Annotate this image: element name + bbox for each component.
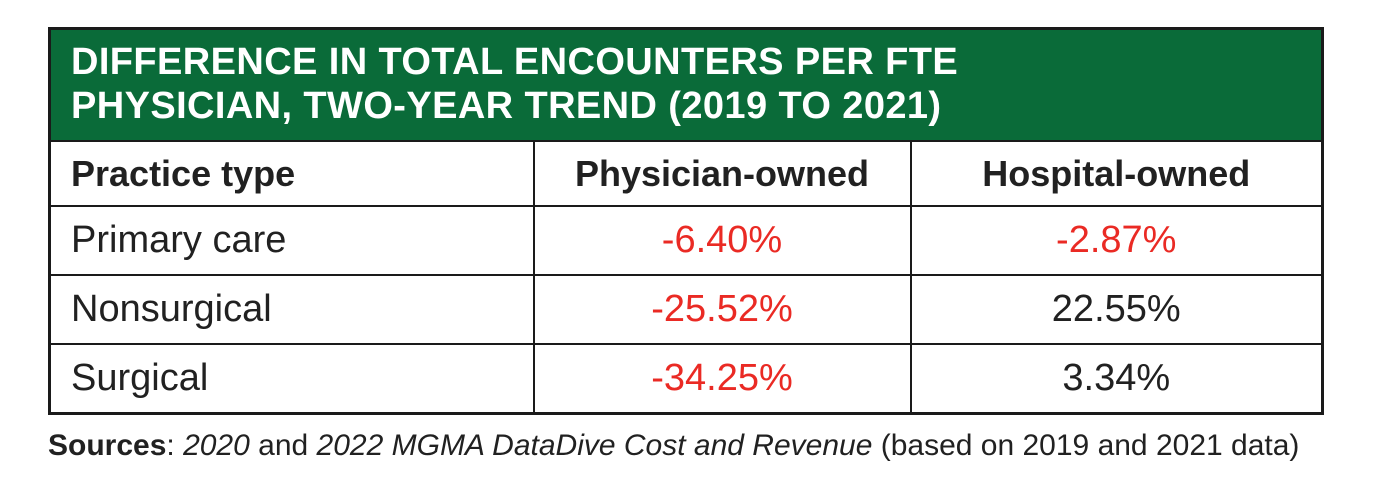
cell-value: -6.40%	[532, 205, 912, 276]
table-figure: DIFFERENCE IN TOTAL ENCOUNTERS PER FTE P…	[48, 27, 1378, 464]
row-label: Primary care	[48, 205, 535, 276]
table-row-surgical: Surgical -34.25% 3.34%	[48, 343, 1324, 414]
column-header-practice-type: Practice type	[48, 140, 535, 207]
source-separator: :	[166, 428, 184, 462]
cell-value: 3.34%	[909, 343, 1324, 414]
table-title-band: DIFFERENCE IN TOTAL ENCOUNTERS PER FTE P…	[48, 27, 1324, 142]
encounters-table: DIFFERENCE IN TOTAL ENCOUNTERS PER FTE P…	[48, 27, 1324, 415]
source-conjunction: and	[249, 428, 317, 462]
source-citation: Sources: 2020 and 2022 MGMA DataDive Cos…	[48, 428, 1378, 464]
column-header-physician-owned: Physician-owned	[532, 140, 912, 207]
row-label: Surgical	[48, 343, 535, 414]
table-title-line2: PHYSICIAN, TWO-YEAR TREND (2019 TO 2021)	[71, 85, 942, 127]
cell-value: -2.87%	[909, 205, 1324, 276]
column-header-hospital-owned: Hospital-owned	[909, 140, 1324, 207]
title-band-row: DIFFERENCE IN TOTAL ENCOUNTERS PER FTE P…	[48, 27, 1324, 142]
table-title-line1: DIFFERENCE IN TOTAL ENCOUNTERS PER FTE	[71, 41, 959, 83]
source-basis-note: (based on 2019 and 2021 data)	[872, 428, 1300, 462]
source-label: Sources	[48, 428, 167, 462]
cell-value: 22.55%	[909, 274, 1324, 345]
cell-value: -25.52%	[532, 274, 912, 345]
source-publication: 2022 MGMA DataDive Cost and Revenue	[316, 428, 873, 462]
table-row-nonsurgical: Nonsurgical -25.52% 22.55%	[48, 274, 1324, 345]
table-row-primary-care: Primary care -6.40% -2.87%	[48, 205, 1324, 276]
row-label: Nonsurgical	[48, 274, 535, 345]
cell-value: -34.25%	[532, 343, 912, 414]
column-header-row: Practice type Physician-owned Hospital-o…	[48, 140, 1324, 207]
source-year-2020: 2020	[183, 428, 250, 462]
